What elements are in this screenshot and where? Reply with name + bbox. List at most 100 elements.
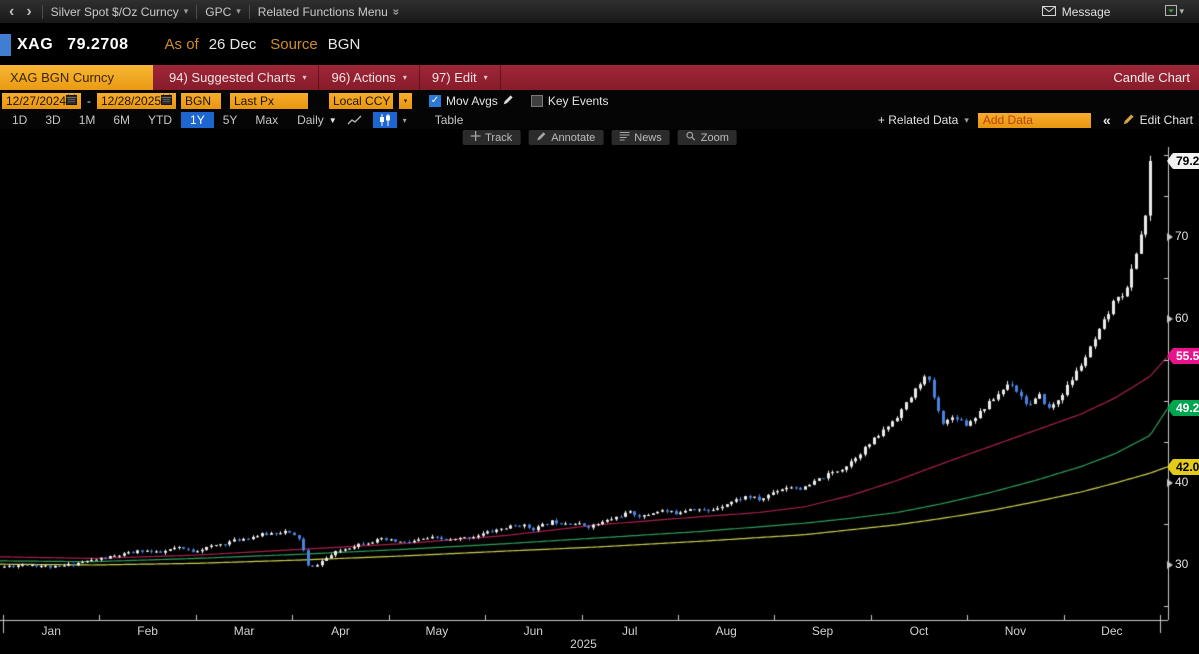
gpc-function-menu[interactable]: GPC ▾ bbox=[205, 5, 241, 19]
magnifier-icon bbox=[686, 131, 696, 144]
crosshair-icon bbox=[470, 131, 481, 144]
chart-toolbar: Track Annotate News Zoom bbox=[462, 130, 737, 145]
edit-chart-label: Edit Chart bbox=[1139, 113, 1193, 127]
menu-label: 97) Edit bbox=[431, 70, 477, 85]
mov-avgs-label: Mov Avgs bbox=[446, 93, 498, 108]
key-events-toggle-group: Key Events bbox=[530, 93, 609, 108]
nav-back-button[interactable]: ‹ bbox=[9, 2, 15, 20]
month-label-jul: Jul bbox=[622, 624, 638, 638]
menu-actions[interactable]: 96) Actions ▾ bbox=[319, 65, 420, 90]
news-button[interactable]: News bbox=[611, 130, 670, 145]
envelope-icon bbox=[1041, 5, 1056, 19]
price-marker-last-price: 79.2 bbox=[1167, 152, 1199, 169]
mov-avgs-checkbox[interactable]: ✓ bbox=[429, 94, 441, 107]
chevron-down-icon: ▾ bbox=[964, 114, 969, 125]
message-button[interactable]: Message bbox=[1041, 5, 1110, 19]
range-tab-1y[interactable]: 1Y bbox=[181, 112, 214, 128]
zoom-button[interactable]: Zoom bbox=[677, 130, 737, 145]
line-chart-type-button[interactable] bbox=[343, 112, 367, 128]
as-of-date: 26 Dec bbox=[208, 36, 257, 53]
range-tabs: 1D 3D 1M 6M YTD 1Y 5Y Max bbox=[3, 112, 287, 128]
menu-label: 96) Actions bbox=[331, 70, 396, 85]
menu-edit[interactable]: 97) Edit ▾ bbox=[420, 65, 501, 90]
security-readout-bar: XAG 79.2708 As of 26 Dec Source BGN bbox=[0, 24, 1199, 65]
topbar-right-controls: Message ▾ bbox=[1041, 4, 1184, 19]
related-data-menu[interactable]: + Related Data ▾ bbox=[878, 113, 969, 127]
calendar-icon[interactable] bbox=[161, 94, 173, 108]
panel-export-button[interactable]: ▾ bbox=[1165, 4, 1184, 19]
security-field[interactable]: XAG BGN Curncy bbox=[0, 65, 153, 90]
month-label-jun: Jun bbox=[523, 624, 543, 638]
month-label-aug: Aug bbox=[715, 624, 737, 638]
range-tab-ytd[interactable]: YTD bbox=[148, 113, 173, 127]
nav-forward-button[interactable]: › bbox=[26, 2, 32, 20]
news-label: News bbox=[634, 131, 662, 144]
related-functions-label: Related Functions Menu bbox=[257, 4, 388, 19]
gpc-label: GPC bbox=[205, 4, 232, 19]
price-source-field[interactable]: BGN bbox=[181, 92, 221, 109]
ytick-label-30: 30 bbox=[1175, 557, 1189, 571]
date-to-field[interactable]: 12/28/2025 bbox=[97, 92, 176, 109]
chevron-down-icon: ▾ bbox=[402, 73, 407, 82]
ytick-label-60: 60 bbox=[1175, 311, 1189, 325]
marker-value: 42.0 bbox=[1176, 459, 1199, 474]
candle-chart-type-button[interactable] bbox=[372, 112, 397, 128]
mov-avgs-toggle-group: ✓ Mov Avgs bbox=[429, 94, 514, 108]
edit-mov-avgs-pencil-icon[interactable] bbox=[503, 94, 514, 108]
price-marker-mov-avg-3: 42.0 bbox=[1167, 458, 1199, 475]
security-title-menu[interactable]: Silver Spot $/Oz Curncy ▾ bbox=[51, 5, 189, 19]
range-tab-1d[interactable]: 1D bbox=[12, 113, 28, 127]
annotate-button[interactable]: Annotate bbox=[528, 130, 604, 145]
menu-suggested-charts[interactable]: 94) Suggested Charts ▾ bbox=[157, 65, 320, 90]
month-label-apr: Apr bbox=[331, 624, 350, 638]
divider bbox=[248, 4, 250, 19]
range-tab-3d[interactable]: 3D bbox=[45, 113, 61, 127]
pencil-icon bbox=[1123, 113, 1135, 128]
chart-type-dropdown-button[interactable]: ▾ bbox=[402, 115, 407, 125]
currency-selector[interactable]: Local CCY bbox=[329, 92, 393, 109]
divider bbox=[41, 4, 43, 19]
collapse-panel-button[interactable]: « bbox=[1102, 112, 1111, 128]
menu-label: 94) Suggested Charts bbox=[169, 70, 296, 85]
edit-chart-button[interactable]: Edit Chart bbox=[1123, 113, 1193, 128]
range-tab-5y[interactable]: 5Y bbox=[222, 113, 238, 127]
key-events-label: Key Events bbox=[547, 93, 609, 108]
currency-dropdown-button[interactable]: ▾ bbox=[399, 92, 412, 109]
divider bbox=[196, 4, 198, 19]
related-data-label: + Related Data bbox=[877, 113, 959, 127]
table-button[interactable]: Table bbox=[434, 113, 464, 127]
month-label-sep: Sep bbox=[811, 624, 834, 638]
chevron-down-icon: ▾ bbox=[183, 6, 189, 16]
track-label: Track bbox=[485, 131, 513, 144]
zoom-label: Zoom bbox=[700, 131, 729, 144]
frequency-selector[interactable]: Daily ▼ bbox=[297, 113, 337, 127]
range-tab-6m[interactable]: 6M bbox=[113, 113, 131, 127]
month-label-jan: Jan bbox=[41, 624, 61, 638]
calendar-icon[interactable] bbox=[66, 94, 78, 108]
range-tab-max[interactable]: Max bbox=[255, 113, 279, 127]
period-row: 1D 3D 1M 6M YTD 1Y 5Y Max Daily ▼ ▾ Table + Rel… bbox=[0, 111, 1199, 129]
track-button[interactable]: Track bbox=[462, 130, 521, 145]
chevron-down-icon: ▾ bbox=[483, 73, 488, 82]
month-label-dec: Dec bbox=[1101, 624, 1123, 638]
ticker-symbol: XAG bbox=[17, 35, 54, 53]
date-to-value: 12/28/2025 bbox=[101, 93, 162, 108]
date-from-field[interactable]: 12/27/2024 bbox=[2, 92, 81, 109]
candlestick-chart-canvas[interactable] bbox=[0, 129, 1199, 654]
range-tab-1m[interactable]: 1M bbox=[78, 113, 96, 127]
price-field-selector[interactable]: Last Px bbox=[230, 92, 308, 109]
function-toolbar: XAG BGN Curncy 94) Suggested Charts ▾ 96) … bbox=[0, 65, 1199, 90]
pencil-icon bbox=[536, 131, 546, 144]
ytick-label-70: 70 bbox=[1175, 229, 1189, 243]
chart-area: Track Annotate News Zoom Jan Feb Mar Apr May Jun… bbox=[0, 129, 1199, 654]
key-events-checkbox[interactable] bbox=[530, 94, 543, 107]
price-marker-mov-avg-1: 55.5 bbox=[1167, 347, 1199, 364]
related-functions-menu[interactable]: Related Functions Menu » bbox=[257, 4, 403, 19]
redbar-menus: 94) Suggested Charts ▾ 96) Actions ▾ 97) Edi… bbox=[157, 65, 501, 90]
date-from-value: 12/27/2024 bbox=[6, 93, 67, 108]
marker-arrow bbox=[1167, 459, 1172, 474]
marker-value: 49.2 bbox=[1176, 400, 1199, 415]
add-data-input[interactable] bbox=[977, 112, 1091, 128]
frequency-value: Daily bbox=[297, 113, 324, 127]
